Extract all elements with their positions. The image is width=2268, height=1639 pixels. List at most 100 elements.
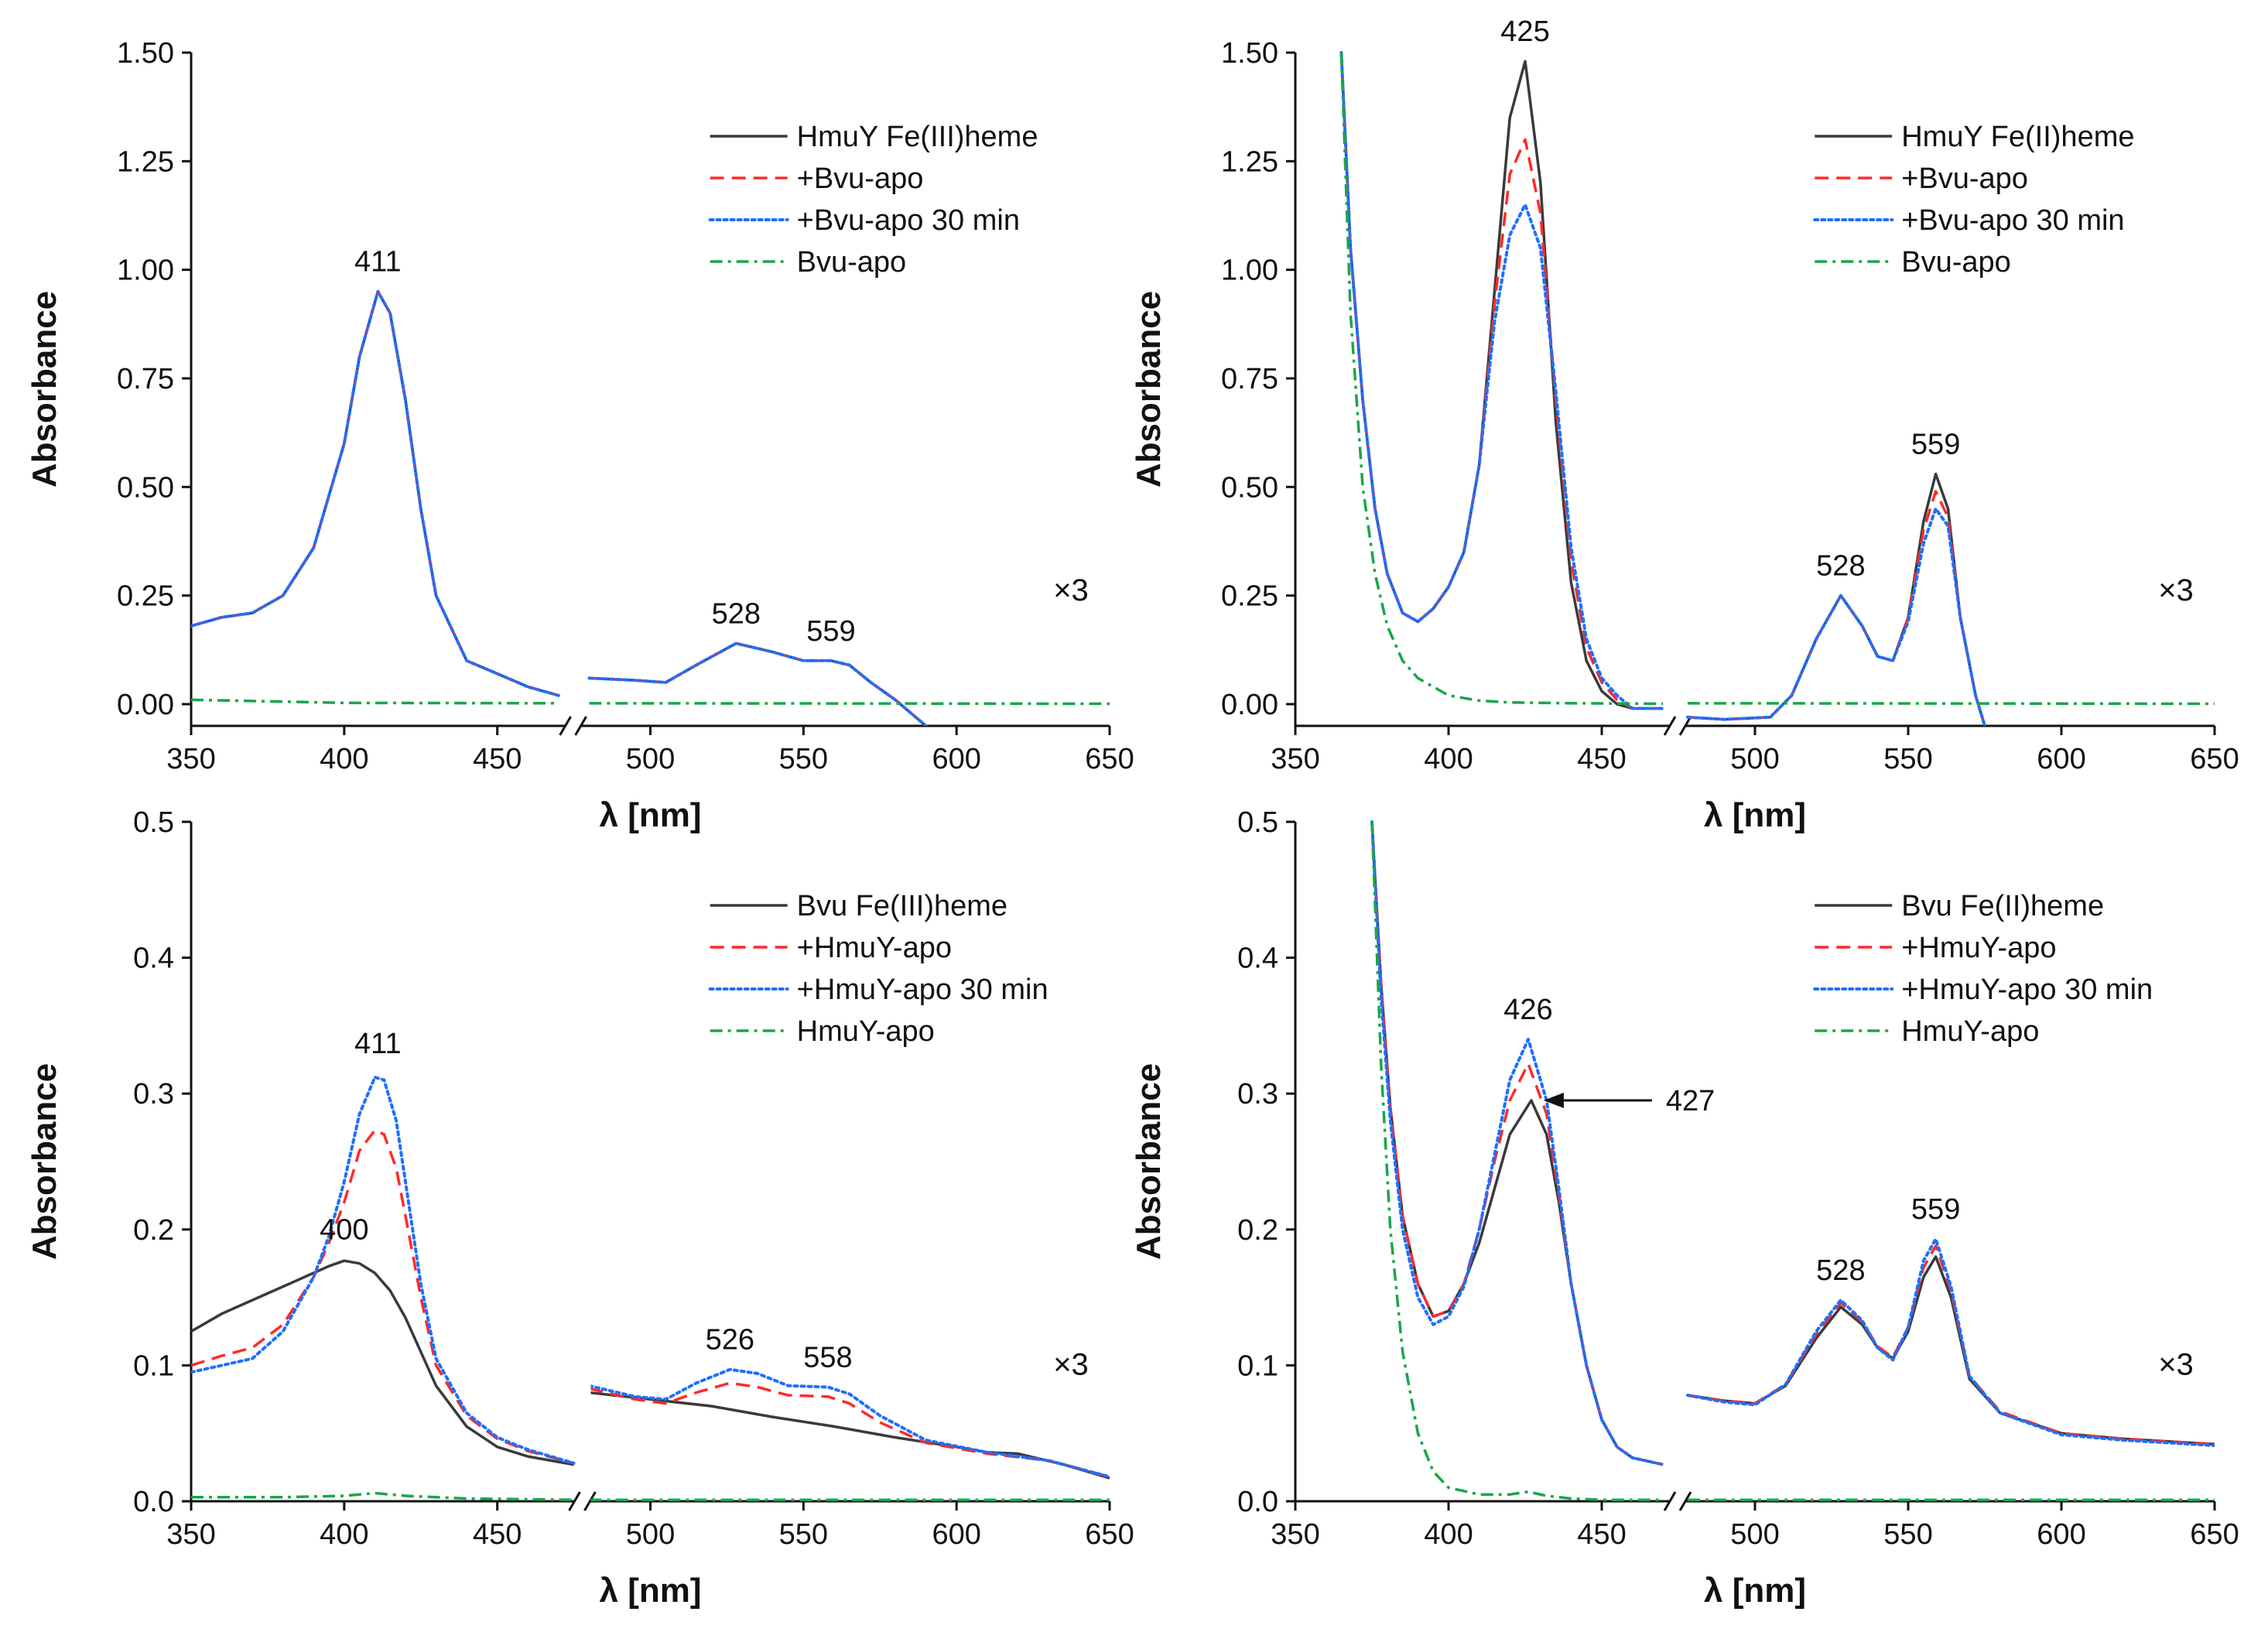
y-tick-label: 0.25 xyxy=(1221,580,1278,613)
series-line-right-2 xyxy=(1687,1244,2215,1446)
series-line-left-4 xyxy=(191,1491,574,1501)
y-tick-label: 1.00 xyxy=(1221,255,1278,287)
x-tick-label: 600 xyxy=(932,1518,980,1551)
peak-label: 426 xyxy=(1503,994,1552,1026)
axis-break-mark xyxy=(1663,716,1677,736)
peak-label: 526 xyxy=(706,1324,754,1357)
y-tick-label: 0.1 xyxy=(133,1350,174,1382)
y-tick-label: 0.0 xyxy=(1237,1486,1278,1518)
legend-entry: +Bvu-apo 30 min xyxy=(797,204,1020,237)
y-tick-label: 1.00 xyxy=(117,255,174,287)
legend-entry: Bvu-apo xyxy=(797,246,907,279)
series-line-left-1 xyxy=(1339,52,1664,710)
y-tick-label: 1.25 xyxy=(117,145,174,178)
panel-top-right: 0.00 0.25 0.50 0.75 1.00 1.25 1.50 350 400 450 500… xyxy=(1130,15,2239,834)
series-line-right-1 xyxy=(590,1391,1110,1480)
series-line-right-3 xyxy=(590,1367,1110,1479)
axis-break-mark xyxy=(1678,716,1692,736)
y-tick-label: 0.2 xyxy=(1237,1214,1278,1247)
x-axis-label: λ [nm] xyxy=(1704,1572,1806,1610)
x-tick-label: 600 xyxy=(2037,1518,2085,1551)
x-tick-label: 400 xyxy=(320,743,368,775)
series-line-left-4 xyxy=(1339,52,1664,706)
series-line-left-3 xyxy=(191,289,560,697)
x-tick-label: 450 xyxy=(473,1518,522,1551)
legend-entry: Bvu-apo xyxy=(1901,246,2011,279)
peak-label: 528 xyxy=(1816,1254,1865,1287)
y-tick-label: 0.3 xyxy=(1237,1078,1278,1110)
x-tick-label: 400 xyxy=(1424,1518,1473,1551)
legend-entry: +Bvu-apo xyxy=(797,163,924,195)
y-tick-label: 1.50 xyxy=(1221,37,1278,70)
series-line-left-3 xyxy=(1339,51,1665,710)
legend-entry: +HmuY-apo xyxy=(797,932,952,964)
series-line-right-3 xyxy=(587,642,928,726)
peak-label: 427 xyxy=(1666,1085,1715,1117)
axis-break-mark xyxy=(568,1491,581,1511)
x-tick-label: 500 xyxy=(626,1518,675,1551)
series-line-right-3 xyxy=(1686,1237,2215,1447)
y-axis-label: Absorbance xyxy=(1130,1063,1168,1260)
x-tick-label: 650 xyxy=(2190,743,2239,775)
y-tick-label: 0.00 xyxy=(117,689,174,721)
y-tick-label: 0.50 xyxy=(1221,471,1278,504)
y-tick-label: 0.75 xyxy=(117,363,174,395)
x-tick-label: 400 xyxy=(320,1518,368,1551)
series-line-left-4 xyxy=(1370,821,1664,1501)
panel-bottom-left: 0.0 0.1 0.2 0.3 0.4 0.5 350 400 450 500 550 600 650 λ… xyxy=(26,806,1134,1610)
axis-break-mark xyxy=(1663,1491,1677,1511)
x-tick-label: 550 xyxy=(1883,743,1932,775)
peak-label: 425 xyxy=(1500,15,1549,48)
legend-entry: +HmuY-apo 30 min xyxy=(797,973,1048,1006)
x-tick-label: 350 xyxy=(166,1518,215,1551)
axis-break-mark xyxy=(574,716,587,736)
series-line-left-1 xyxy=(1370,821,1664,1466)
peak-label: 400 xyxy=(320,1213,368,1246)
peak-label: 558 xyxy=(803,1341,852,1374)
y-tick-label: 0.75 xyxy=(1221,363,1278,395)
series-line-left-3 xyxy=(191,1076,576,1465)
series-line-right-1 xyxy=(1687,472,1986,726)
x-tick-label: 450 xyxy=(473,743,522,775)
y-tick-label: 0.4 xyxy=(1237,943,1278,975)
x-tick-label: 500 xyxy=(626,743,675,775)
y-tick-label: 0.5 xyxy=(1237,806,1278,839)
y-tick-label: 0.4 xyxy=(133,943,174,975)
legend-entry: Bvu Fe(III)heme xyxy=(797,890,1007,922)
y-tick-label: 0.1 xyxy=(1237,1350,1278,1382)
series-line-left-1 xyxy=(191,1259,574,1466)
x-tick-label: 350 xyxy=(1271,743,1319,775)
x-tick-label: 600 xyxy=(2037,743,2085,775)
peak-label: 559 xyxy=(806,615,855,648)
series-line-left-2 xyxy=(1370,821,1664,1466)
multiplier-label: ×3 xyxy=(2158,1347,2194,1381)
series-line-right-2 xyxy=(1687,490,1986,726)
series-line-right-3 xyxy=(1686,507,1986,726)
y-axis-label: Absorbance xyxy=(26,1063,63,1260)
axis-break-mark xyxy=(559,716,572,736)
axis-break-mark xyxy=(583,1491,597,1511)
peak-label: 559 xyxy=(1911,428,1960,460)
series-line-right-4 xyxy=(589,702,1110,706)
y-tick-label: 0.0 xyxy=(133,1486,174,1518)
series-line-right-2 xyxy=(590,1381,1110,1479)
peak-label: 528 xyxy=(712,597,761,630)
x-tick-label: 600 xyxy=(932,743,980,775)
legend-entry: HmuY-apo xyxy=(1901,1015,2039,1048)
panel-top-left: 0.00 0.25 0.50 0.75 1.00 1.25 1.50 350 400 450 500… xyxy=(26,37,1134,834)
x-axis-label: λ [nm] xyxy=(600,1572,702,1610)
legend-entry: +Bvu-apo 30 min xyxy=(1901,204,2124,237)
y-tick-label: 0.00 xyxy=(1221,689,1278,721)
annotation-arrowhead xyxy=(1543,1092,1564,1108)
panel-bottom-right: 0.0 0.1 0.2 0.3 0.4 0.5 350 400 450 500 550 600 650 λ… xyxy=(1130,806,2239,1610)
legend-entry: HmuY-apo xyxy=(797,1015,935,1048)
y-tick-label: 0.2 xyxy=(133,1214,174,1247)
legend-entry: +HmuY-apo 30 min xyxy=(1901,973,2153,1006)
x-tick-label: 350 xyxy=(1271,1518,1319,1551)
y-tick-label: 0.5 xyxy=(133,806,174,839)
x-tick-label: 650 xyxy=(1085,1518,1134,1551)
x-tick-label: 400 xyxy=(1424,743,1473,775)
y-axis-label: Absorbance xyxy=(26,291,63,488)
legend-entry: Bvu Fe(II)heme xyxy=(1901,890,2104,922)
